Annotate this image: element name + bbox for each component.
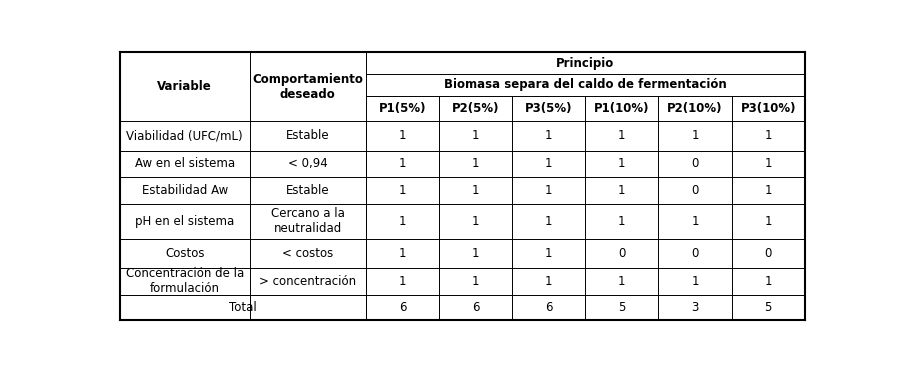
- Text: 1: 1: [691, 215, 699, 228]
- Text: 1: 1: [399, 184, 406, 197]
- Text: 0: 0: [618, 247, 626, 259]
- Text: Estable: Estable: [286, 129, 329, 142]
- Text: 1: 1: [765, 184, 772, 197]
- Text: 1: 1: [545, 157, 553, 171]
- Text: 1: 1: [618, 129, 626, 142]
- Text: Principio: Principio: [557, 57, 614, 70]
- Text: 1: 1: [618, 157, 626, 171]
- Text: 1: 1: [472, 129, 479, 142]
- Text: P2(5%): P2(5%): [452, 102, 500, 115]
- Text: 1: 1: [399, 129, 406, 142]
- Text: P3(10%): P3(10%): [741, 102, 796, 115]
- Text: 1: 1: [545, 215, 553, 228]
- Text: 0: 0: [765, 247, 772, 259]
- Text: Comportamiento
deseado: Comportamiento deseado: [253, 73, 364, 101]
- Text: 1: 1: [545, 275, 553, 288]
- Text: 1: 1: [399, 275, 406, 288]
- Text: P3(5%): P3(5%): [525, 102, 573, 115]
- Text: 1: 1: [765, 215, 772, 228]
- Text: Costos: Costos: [165, 247, 205, 259]
- Text: P1(5%): P1(5%): [379, 102, 427, 115]
- Text: 6: 6: [472, 301, 479, 314]
- Text: Biomasa separa del caldo de fermentación: Biomasa separa del caldo de fermentación: [444, 78, 727, 92]
- Text: 1: 1: [618, 215, 626, 228]
- Text: P2(10%): P2(10%): [667, 102, 723, 115]
- Text: < costos: < costos: [282, 247, 334, 259]
- Text: Total: Total: [229, 301, 257, 314]
- Text: Concentración de la
formulación: Concentración de la formulación: [125, 267, 244, 295]
- Text: 1: 1: [765, 129, 772, 142]
- Text: 1: 1: [399, 247, 406, 259]
- Text: 6: 6: [399, 301, 406, 314]
- Text: 3: 3: [692, 301, 699, 314]
- Text: 1: 1: [691, 129, 699, 142]
- Text: 1: 1: [472, 157, 479, 171]
- Text: Aw en el sistema: Aw en el sistema: [134, 157, 235, 171]
- Text: 1: 1: [765, 275, 772, 288]
- Text: 1: 1: [399, 157, 406, 171]
- Text: 1: 1: [618, 275, 626, 288]
- Text: 1: 1: [472, 275, 479, 288]
- Text: 1: 1: [691, 275, 699, 288]
- Text: Cercano a la
neutralidad: Cercano a la neutralidad: [271, 207, 345, 235]
- Text: 0: 0: [692, 247, 699, 259]
- Text: 6: 6: [545, 301, 553, 314]
- Text: 1: 1: [545, 184, 553, 197]
- Text: > concentración: > concentración: [259, 275, 356, 288]
- Text: 1: 1: [618, 184, 626, 197]
- Text: Estable: Estable: [286, 184, 329, 197]
- Text: P1(10%): P1(10%): [594, 102, 649, 115]
- Text: 5: 5: [765, 301, 772, 314]
- Text: 0: 0: [692, 184, 699, 197]
- Text: 0: 0: [692, 157, 699, 171]
- Text: 5: 5: [618, 301, 626, 314]
- Text: 1: 1: [399, 215, 406, 228]
- Text: Viabilidad (UFC/mL): Viabilidad (UFC/mL): [126, 129, 243, 142]
- Text: pH en el sistema: pH en el sistema: [135, 215, 235, 228]
- Text: 1: 1: [545, 247, 553, 259]
- Text: 1: 1: [765, 157, 772, 171]
- Text: 1: 1: [472, 184, 479, 197]
- Text: 1: 1: [472, 247, 479, 259]
- Text: 1: 1: [472, 215, 479, 228]
- Text: 1: 1: [545, 129, 553, 142]
- Text: Variable: Variable: [157, 80, 212, 93]
- Text: < 0,94: < 0,94: [288, 157, 327, 171]
- Text: Estabilidad Aw: Estabilidad Aw: [142, 184, 228, 197]
